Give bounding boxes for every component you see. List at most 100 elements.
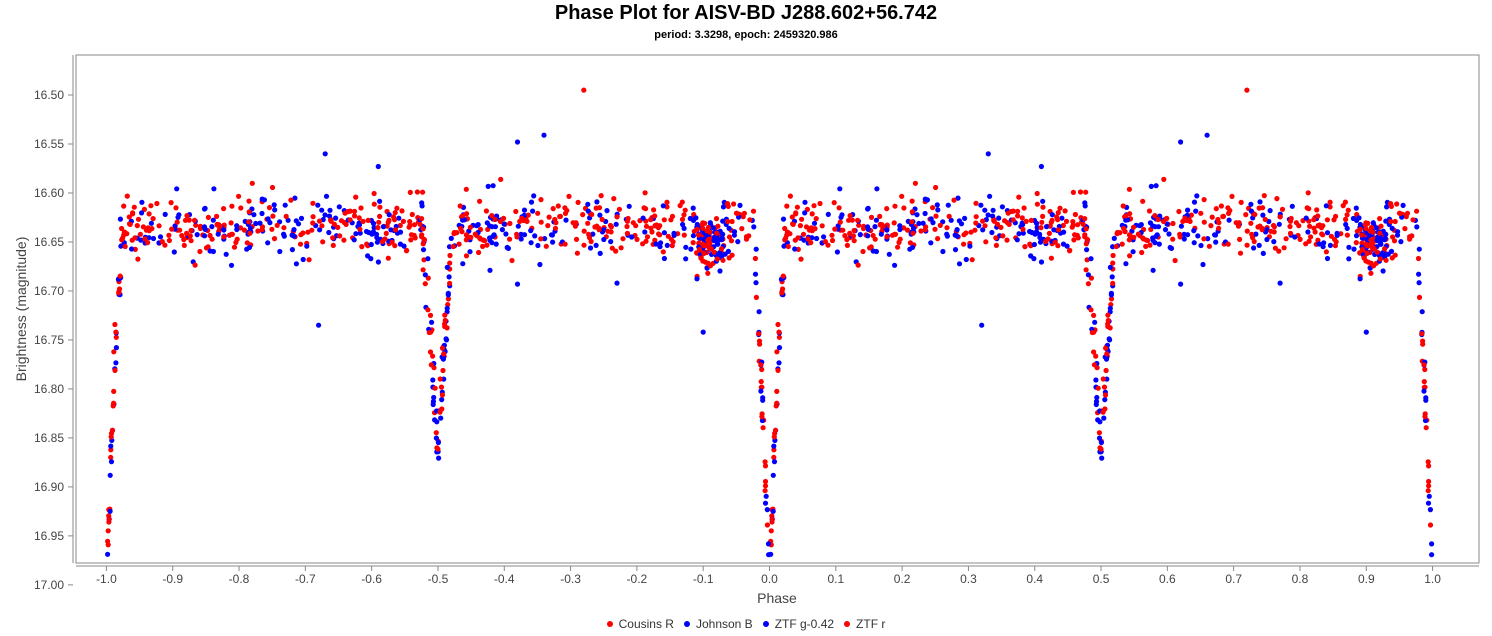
data-point-ztf-r bbox=[1213, 206, 1219, 212]
data-point-cousins-r bbox=[651, 207, 657, 213]
data-point-ztf-r bbox=[1388, 218, 1394, 225]
data-point-ztf-r bbox=[112, 321, 118, 328]
data-point-cousins-r bbox=[782, 225, 788, 232]
data-point-cousins-r bbox=[509, 257, 515, 264]
data-point-cousins-r bbox=[860, 248, 866, 255]
data-point-ztf-g-0-42 bbox=[1178, 223, 1184, 229]
data-point-ztf-r bbox=[643, 223, 650, 229]
data-point-ztf-g-0-42 bbox=[1147, 220, 1153, 226]
data-point-ztf-r bbox=[780, 273, 786, 279]
data-point-ztf-r bbox=[682, 207, 688, 213]
data-point-ztf-g-0-42 bbox=[1323, 203, 1329, 209]
data-point-ztf-r bbox=[933, 213, 939, 219]
data-point-johnson-b bbox=[1040, 198, 1046, 204]
data-point-ztf-r bbox=[1218, 203, 1224, 209]
data-point-johnson-b bbox=[821, 234, 827, 240]
data-point-ztf-r bbox=[1020, 226, 1026, 232]
data-point-ztf-r bbox=[337, 233, 343, 239]
data-point-cousins-r bbox=[588, 238, 594, 245]
data-point-ztf-r bbox=[1392, 252, 1398, 258]
data-point-ztf-r bbox=[884, 206, 890, 212]
data-point-johnson-b bbox=[1148, 183, 1154, 189]
x-tick-label: -0.8 bbox=[229, 572, 250, 586]
data-point-cousins-r bbox=[899, 193, 905, 199]
data-point-ztf-g-0-42 bbox=[753, 246, 759, 252]
data-point-ztf-g-0-42 bbox=[857, 232, 863, 238]
data-point-ztf-g-0-42 bbox=[1346, 244, 1352, 250]
data-point-ztf-r bbox=[1244, 242, 1250, 248]
data-point-johnson-b bbox=[265, 216, 271, 222]
data-point-johnson-b bbox=[1191, 240, 1197, 246]
data-point-johnson-b bbox=[211, 186, 217, 192]
data-point-cousins-r bbox=[1187, 218, 1193, 224]
data-point-ztf-r bbox=[1075, 235, 1081, 241]
data-point-ztf-r bbox=[1008, 208, 1015, 215]
data-point-ztf-g-0-42 bbox=[1289, 203, 1295, 209]
data-point-johnson-b bbox=[420, 247, 427, 253]
data-point-ztf-r bbox=[1371, 246, 1377, 252]
data-point-cousins-r bbox=[1209, 214, 1215, 220]
data-point-cousins-r bbox=[776, 334, 783, 340]
data-point-ztf-r bbox=[356, 215, 362, 221]
data-point-ztf-r bbox=[460, 213, 466, 219]
data-point-cousins-r bbox=[1143, 243, 1149, 249]
data-point-johnson-b bbox=[811, 220, 818, 226]
data-point-cousins-r bbox=[1359, 240, 1365, 246]
data-point-johnson-b bbox=[770, 472, 776, 478]
data-point-ztf-r bbox=[353, 194, 359, 200]
data-point-ztf-r bbox=[1374, 249, 1380, 255]
data-point-johnson-b bbox=[613, 221, 619, 227]
data-point-ztf-r bbox=[614, 214, 620, 220]
data-point-cousins-r bbox=[1312, 229, 1318, 235]
data-point-ztf-r bbox=[581, 228, 587, 234]
data-point-ztf-r bbox=[552, 225, 559, 231]
data-point-ztf-g-0-42 bbox=[990, 207, 996, 213]
x-tick-label: -0.7 bbox=[295, 572, 316, 586]
data-point-ztf-r bbox=[1415, 255, 1422, 262]
data-point-johnson-b bbox=[892, 262, 898, 268]
data-point-ztf-r bbox=[1419, 331, 1425, 337]
data-point-ztf-r bbox=[922, 227, 928, 233]
data-point-johnson-b bbox=[460, 261, 466, 267]
data-point-johnson-b bbox=[590, 231, 596, 237]
data-point-johnson-b bbox=[768, 551, 774, 557]
data-point-cousins-r bbox=[447, 252, 453, 259]
data-point-ztf-r bbox=[605, 228, 611, 234]
data-point-cousins-r bbox=[1071, 237, 1077, 243]
y-tick-label: 16.80 bbox=[34, 382, 64, 396]
data-point-cousins-r bbox=[236, 193, 242, 199]
data-point-johnson-b bbox=[550, 239, 556, 245]
data-point-cousins-r bbox=[249, 180, 255, 186]
data-point-johnson-b bbox=[444, 264, 450, 270]
data-point-ztf-r bbox=[106, 516, 112, 522]
data-point-ztf-g-0-42 bbox=[1051, 227, 1057, 233]
x-tick-label: -0.5 bbox=[428, 572, 449, 586]
data-point-ztf-r bbox=[375, 225, 381, 231]
data-point-johnson-b bbox=[694, 276, 700, 282]
data-point-johnson-b bbox=[174, 186, 180, 192]
data-point-johnson-b bbox=[375, 259, 381, 265]
y-tick-label: 17.00 bbox=[34, 578, 64, 592]
data-point-johnson-b bbox=[999, 204, 1006, 210]
x-tick-label: -0.4 bbox=[494, 572, 515, 586]
data-point-johnson-b bbox=[430, 377, 436, 383]
data-point-ztf-g-0-42 bbox=[948, 217, 954, 223]
data-point-cousins-r bbox=[330, 242, 336, 248]
data-point-cousins-r bbox=[1022, 244, 1028, 250]
data-point-cousins-r bbox=[1425, 488, 1431, 494]
data-point-cousins-r bbox=[585, 220, 591, 226]
data-point-ztf-r bbox=[1000, 233, 1006, 239]
plot-area bbox=[75, 54, 1480, 564]
data-point-cousins-r bbox=[660, 249, 666, 255]
data-point-ztf-r bbox=[319, 223, 325, 229]
data-point-ztf-r bbox=[769, 516, 775, 522]
data-point-johnson-b bbox=[113, 360, 119, 366]
data-point-ztf-g-0-42 bbox=[1383, 218, 1389, 224]
data-point-ztf-g-0-42 bbox=[1123, 217, 1129, 223]
data-point-ztf-r bbox=[417, 221, 423, 227]
data-point-ztf-r bbox=[1110, 280, 1116, 286]
data-point-ztf-g-0-42 bbox=[1014, 237, 1020, 243]
data-point-ztf-r bbox=[633, 223, 639, 229]
data-point-ztf-r bbox=[184, 230, 190, 236]
x-ticks: -1.0 -0.9 -0.8 -0.7 -0.6 -0.5 -0.4 -0.3 -0.2 -0.1… bbox=[96, 566, 1441, 586]
